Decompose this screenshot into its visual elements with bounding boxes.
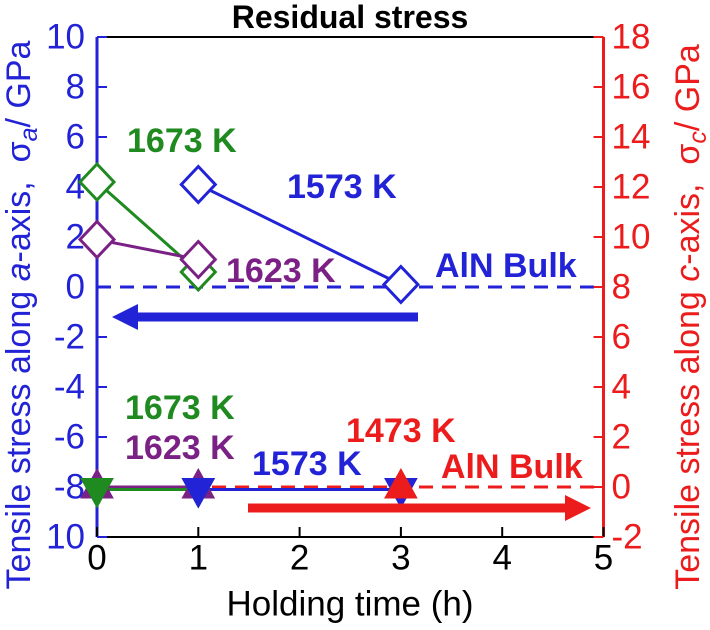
y-left-tick-label: 10 [46,518,85,557]
y-right-tick-label: 6 [612,318,631,357]
x-tick-label: 5 [594,539,613,578]
y-right-tick-label: 18 [612,18,651,57]
triangle-up-marker [384,467,418,499]
annotation-1473k-c-axis: 1473 K [346,412,456,450]
y-left-tick-label: 0 [66,268,85,307]
y-right-tick-label: 12 [612,168,651,207]
y-right-tick-label: 16 [612,68,651,107]
x-axis-title: Holding time (h) [226,585,473,624]
x-tick-label: 3 [391,539,410,578]
y-left-tick-label: -6 [54,418,85,457]
series-line-left [197,183,402,286]
y-right-tick-label: 4 [612,368,631,407]
y-right-tick-label: 2 [612,418,631,457]
y-left-title-text: Tensile stress along [0,281,38,589]
y-right-tick-label: 14 [612,118,651,157]
y-left-title-axis-letter: a [0,262,38,281]
y-left-tick-label: 8 [66,68,85,107]
y-left-tick-label: -8 [54,468,85,507]
y-left-tick-label: 10 [46,18,85,57]
arrow-to-right-axis-head [565,495,591,521]
annotation-aln-bulk-a-axis: AlN Bulk [435,247,577,285]
diamond-marker [77,161,117,203]
annotation-1573k-a-axis: 1573 K [287,168,397,206]
y-left-tick-label: 4 [66,168,85,207]
y-left-title-unit: / GPa [0,40,38,127]
y-right-tick-label: -2 [612,518,643,557]
reference-lines [97,285,604,489]
annotations: 1673 K 1573 K 1623 K AlN Bulk 1673 K 162… [125,122,583,486]
diamond-marker [381,264,420,305]
y-right-title-subscript: c [684,131,710,144]
annotation-1573k-c-axis: 1573 K [252,445,362,483]
y-right-axis-title: Tensile stress along c-axis, σc/ GPa [669,44,710,590]
x-tick-label: 0 [87,539,106,578]
diamond-marker [179,239,218,280]
y-left-axis-title: Tensile stress along a-axis, σa/ GPa [0,40,43,589]
x-tick-label: 2 [290,539,309,578]
series-line-left [96,238,199,261]
y-left-tick-label: -4 [54,368,85,407]
y-right-title-axis-letter: c [669,265,707,282]
x-tick-label: 1 [189,539,208,578]
series-markers [77,161,420,509]
axis-arrows [112,304,591,521]
diamond-marker [77,219,117,260]
x-tick-label: 4 [492,539,511,578]
y-left-tick-label: 2 [66,218,85,257]
y-right-tick-label: 10 [612,218,651,257]
y-left-title-sigma: -axis, σ [0,141,38,262]
diamond-marker [179,164,218,205]
triangle-down-marker [80,478,114,509]
annotation-1623k-a-axis: 1623 K [226,252,336,290]
annotation-1673k-c-axis: 1673 K [125,389,235,427]
annotation-1623k-c-axis: 1623 K [125,429,235,467]
y-right-tick-label: 0 [612,468,631,507]
y-left-tick-label: 6 [66,118,85,157]
y-left-title-subscript: a [15,127,43,141]
series-lines [96,180,402,491]
annotation-1673k-a-axis: 1673 K [127,122,237,160]
y-left-tick-label: -2 [54,318,85,357]
y-right-title-unit: / GPa [669,44,707,131]
y-right-title-sigma: -axis, σ [669,144,707,265]
y-right-title-text: Tensile stress along [669,282,707,590]
annotation-aln-bulk-c-axis: AlN Bulk [441,448,583,486]
arrow-to-left-axis-head [112,304,138,330]
y-right-tick-label: 8 [612,268,631,307]
chart-title: Residual stress [232,0,469,35]
triangle-down-marker [181,478,216,509]
